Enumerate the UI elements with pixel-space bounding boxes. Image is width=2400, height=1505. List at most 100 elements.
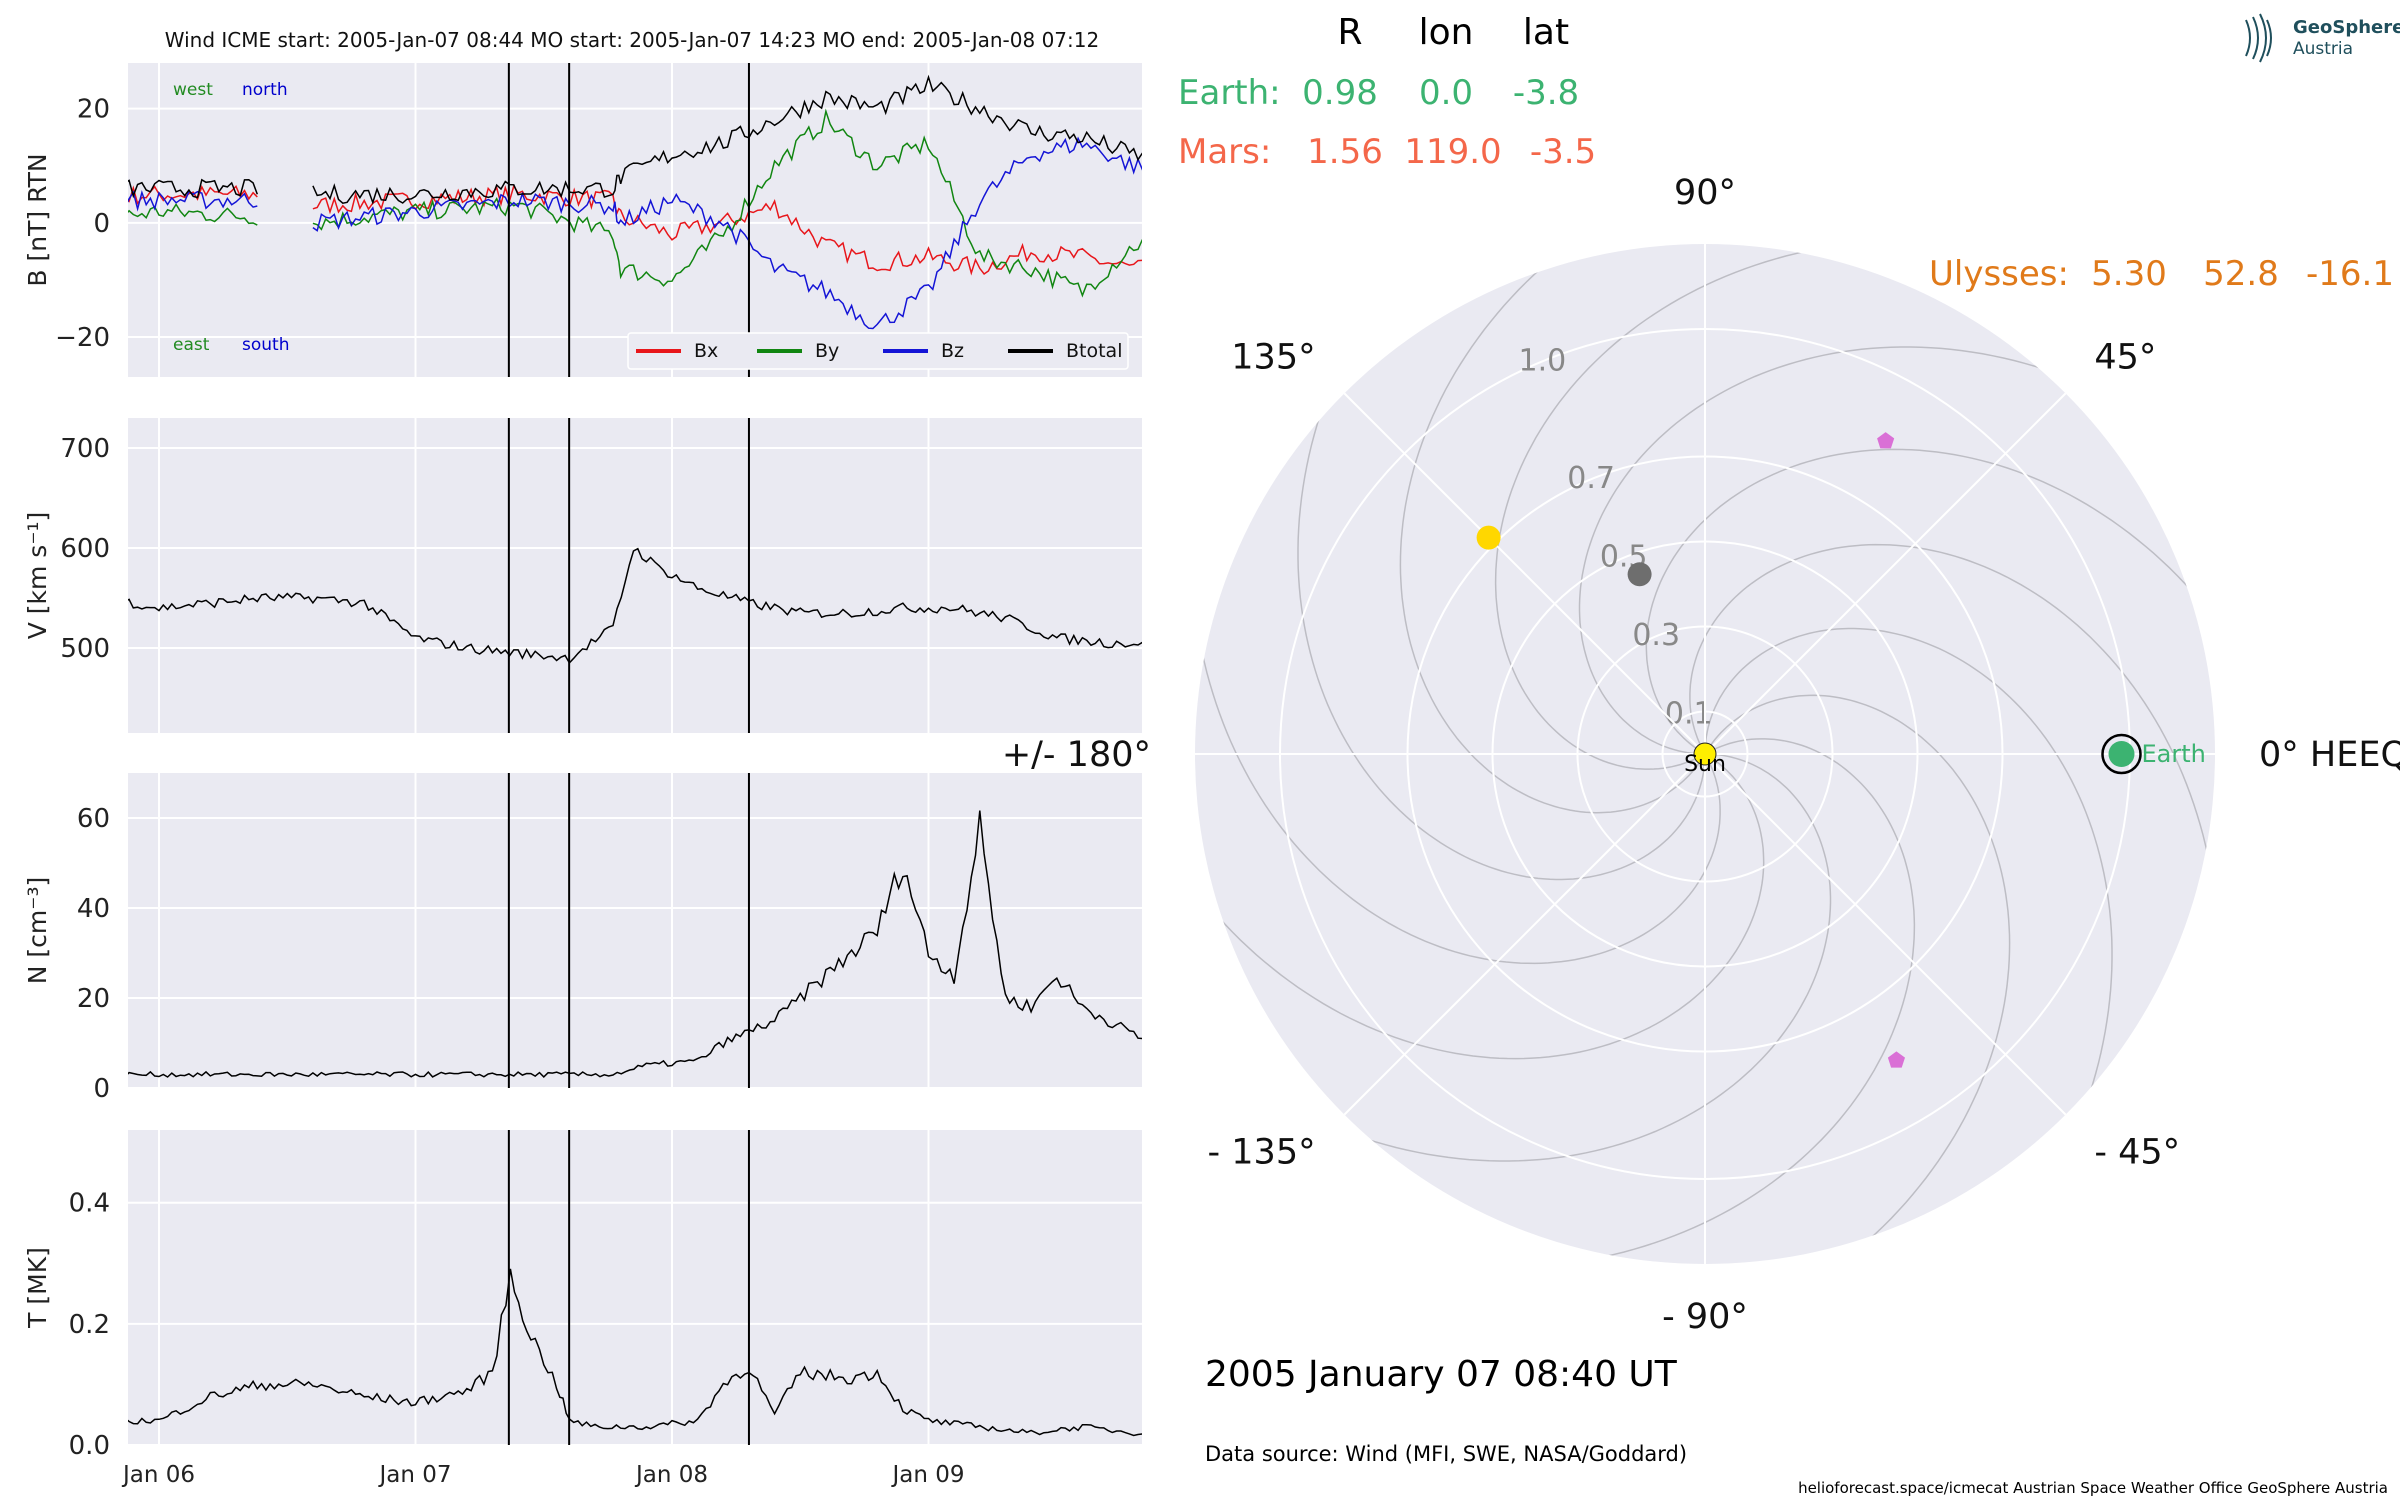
y-tick-label: 40 (77, 894, 110, 924)
spiral-line (1704, 694, 2011, 1264)
spiral-line (1689, 543, 2215, 902)
y-tick-label: 600 (60, 534, 110, 564)
series-line-by (128, 108, 1142, 298)
legend-label: By (815, 340, 839, 362)
series-line-btotal (128, 74, 1142, 205)
earth-ring (2101, 733, 2142, 775)
earth-label: Earth (2142, 740, 2206, 768)
earth-label: Earth: (1178, 73, 1281, 113)
legend-label: Bx (694, 340, 718, 362)
timestamp: 2005 January 07 08:40 UT (1205, 1354, 1678, 1395)
legend-label: Bz (941, 340, 964, 362)
y-tick-label: 0.2 (69, 1310, 110, 1340)
panel-V: 700 600 500 V [km s⁻¹] (23, 418, 1142, 733)
y-tick-label: 0 (93, 1074, 110, 1104)
direction-annotation: north (242, 80, 288, 100)
angle-label: - 135° (1208, 1132, 1316, 1172)
direction-annotation: south (242, 335, 289, 355)
spiral-line (1704, 627, 2113, 1137)
header-lon: lon (1419, 12, 1474, 53)
header-r: R (1337, 12, 1362, 53)
y-axis-label: V [km s⁻¹] (23, 512, 52, 640)
panel-background (128, 1130, 1142, 1445)
x-tick-label: Jan 09 (890, 1462, 964, 1488)
panel-background (128, 773, 1142, 1088)
y-tick-label: 60 (77, 804, 110, 834)
y-tick-label: 500 (60, 634, 110, 664)
legend-box (627, 332, 1129, 370)
earth-lon: 0.0 (1419, 73, 1473, 113)
time-series-panels: 20 0 −20 B [nT] RTN west north east south Bx By Bz… (23, 63, 1142, 1488)
direction-annotation: east (173, 335, 210, 355)
y-tick-label: 20 (77, 95, 110, 125)
panel-T: 0.4 0.2 0.0 T [MK] Jan 06 Jan 07 Jan 08 Jan 09 (23, 1130, 1142, 1488)
series-group (128, 74, 1142, 330)
angle-gridline (1704, 753, 2067, 1116)
ulysses-lon: 52.8 (2203, 254, 2279, 294)
y-tick-label: 20 (77, 984, 110, 1014)
angle-label: 45° (2094, 338, 2156, 378)
logo-line1: GeoSphere (2293, 17, 2400, 38)
planet-marker (1627, 562, 1652, 587)
y-tick-label: 0 (93, 209, 110, 239)
spiral-line (1195, 753, 1765, 1060)
mars-lon: 119.0 (1404, 132, 1501, 172)
legend-label: Btotal (1066, 340, 1122, 362)
y-tick-label: 0.0 (69, 1431, 110, 1461)
y-axis-label: N [cm⁻³] (23, 877, 52, 984)
mars-lat: -3.5 (1530, 132, 1596, 172)
position-table: R lon lat Earth: 0.98 0.0 -3.8 Mars: 1.5… (1178, 12, 2394, 294)
spiral-line (1195, 606, 1721, 965)
series-line (128, 547, 1142, 665)
plot-title: Wind ICME start: 2005-Jan-07 08:44 MO st… (165, 28, 1099, 52)
earth-marker (2108, 741, 2135, 767)
r-tick-label: 0.3 (1632, 618, 1680, 653)
angle-label: +/- 180° (1002, 735, 1151, 775)
y-axis-label: B [nT] RTN (23, 153, 52, 286)
angle-label: - 45° (2094, 1132, 2180, 1172)
angle-label: 135° (1231, 338, 1315, 378)
spacecraft-marker (1887, 1051, 1905, 1068)
series-group (128, 547, 1142, 665)
x-tick-label: Jan 07 (377, 1462, 451, 1488)
logo-mark-icon (2245, 13, 2272, 63)
angle-label: 0° HEEQ (2259, 735, 2400, 775)
earth-row: Earth: 0.98 0.0 -3.8 (1178, 73, 1579, 113)
ulysses-lat: -16.1 (2306, 254, 2394, 294)
angle-label: - 90° (1662, 1297, 1748, 1337)
spiral-line (1645, 448, 2215, 755)
ulysses-row: Ulysses: 5.30 52.8 -16.1 (1929, 254, 2394, 294)
spiral-line (1399, 244, 1706, 814)
r-tick-label: 0.7 (1567, 461, 1615, 496)
series-line (128, 810, 1142, 1078)
angle-label: 90° (1674, 173, 1736, 213)
legend: Bx By Bz Btotal (627, 332, 1129, 370)
credits: helioforecast.space/icmecat Austrian Spa… (1798, 1479, 2388, 1497)
logo-line2: Austria (2293, 39, 2353, 59)
y-tick-label: 700 (60, 434, 110, 464)
panel-B: 20 0 −20 B [nT] RTN west north east south Bx By Bz… (23, 63, 1142, 377)
y-tick-label: 0.4 (69, 1189, 110, 1219)
angle-gridline (1704, 392, 2067, 755)
r-tick-label: 1.0 (1519, 343, 1567, 378)
ulysses-label: Ulysses: (1929, 254, 2069, 294)
series-group (128, 1268, 1142, 1437)
spiral-line (1557, 738, 1916, 1264)
series-line-bx (128, 184, 1142, 276)
series-group (128, 810, 1142, 1078)
panel-background (128, 418, 1142, 733)
spiral-line (1578, 346, 2088, 755)
mars-label: Mars: (1178, 132, 1271, 172)
spiral-line (1494, 244, 1853, 770)
data-source: Data source: Wind (MFI, SWE, NASA/Goddar… (1205, 1442, 1687, 1466)
sun-label: Sun (1684, 752, 1726, 777)
mars-r: 1.56 (1307, 132, 1383, 172)
earth-r: 0.98 (1302, 73, 1378, 113)
spacecraft-marker (1877, 432, 1895, 449)
series-line-bz (128, 136, 1142, 330)
y-tick-label: −20 (55, 323, 110, 353)
y-axis-label: T [MK] (23, 1247, 52, 1329)
